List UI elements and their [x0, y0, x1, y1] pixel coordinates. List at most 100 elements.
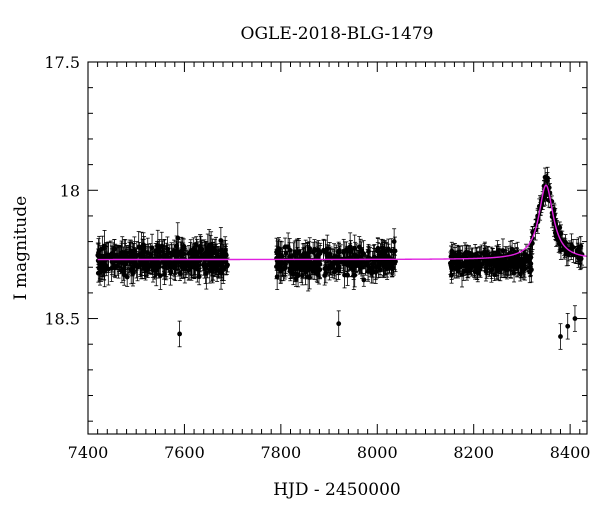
data-point: [305, 274, 311, 280]
data-point: [301, 262, 307, 268]
data-point: [477, 265, 483, 271]
data-point: [475, 260, 481, 266]
ticks-layer: [87, 61, 587, 434]
data-point: [515, 263, 521, 269]
data-point: [391, 239, 397, 244]
data-point: [168, 269, 174, 275]
x-tick-label: 7800: [260, 443, 301, 462]
data-point: [297, 259, 303, 265]
data-point: [361, 251, 367, 257]
data-point: [121, 268, 126, 274]
data-point: [347, 261, 353, 267]
data-point: [341, 249, 347, 255]
data-point: [353, 263, 358, 268]
data-point: [494, 249, 500, 255]
data-point: [282, 244, 288, 250]
data-point: [482, 250, 488, 256]
data-point: [218, 238, 224, 243]
data-point: [307, 266, 313, 272]
data-point: [384, 266, 390, 272]
data-point: [141, 247, 147, 253]
data-point: [207, 267, 213, 273]
data-point: [345, 272, 351, 278]
data-point: [112, 265, 118, 270]
data-point: [366, 249, 371, 254]
data-point: [197, 243, 203, 249]
data-point: [169, 251, 175, 256]
data-point: [545, 178, 550, 184]
data-point: [153, 268, 159, 273]
data-point: [558, 231, 564, 237]
data-point: [287, 266, 293, 271]
data-point: [509, 246, 515, 252]
data-point: [162, 271, 167, 277]
data-point: [164, 252, 170, 257]
data-point: [131, 254, 136, 260]
data-point: [157, 273, 163, 279]
data-point: [324, 246, 330, 252]
x-axis-label: HJD - 2450000: [273, 480, 401, 500]
data-point: [494, 268, 500, 274]
data-point: [462, 259, 468, 265]
data-point: [502, 266, 508, 272]
data-point: [361, 277, 367, 283]
data-point: [177, 270, 183, 276]
data-point: [502, 262, 508, 268]
y-axis-label: I magnitude: [11, 196, 31, 300]
data-point: [180, 251, 186, 257]
data-point: [193, 242, 199, 248]
data-point: [223, 247, 228, 253]
data-point: [181, 243, 187, 249]
data-point: [122, 261, 128, 267]
data-point: [388, 248, 394, 254]
y-tick-label: 18: [60, 181, 80, 200]
data-point: [192, 254, 197, 260]
data-point: [558, 247, 564, 253]
data-point: [165, 256, 170, 262]
data-point: [203, 254, 209, 260]
data-point: [121, 272, 127, 278]
data-point: [186, 267, 192, 273]
data-point: [172, 260, 178, 266]
points-layer: [95, 174, 585, 339]
data-point: [302, 253, 307, 259]
x-tick-label: 8400: [550, 443, 591, 462]
data-point: [483, 268, 489, 274]
data-point: [214, 267, 220, 272]
data-point: [455, 268, 461, 274]
data-point: [370, 261, 375, 267]
y-tick-label: 17.5: [44, 53, 80, 72]
data-point: [347, 244, 353, 250]
data-point: [517, 271, 523, 277]
data-point: [175, 235, 181, 241]
data-point: [460, 254, 466, 259]
data-point: [333, 267, 339, 273]
data-point: [308, 259, 314, 265]
data-point: [174, 243, 180, 249]
data-point: [218, 270, 224, 276]
data-point: [146, 263, 152, 269]
data-point: [122, 252, 128, 257]
data-point: [102, 268, 108, 274]
data-point: [542, 174, 548, 180]
data-point: [201, 262, 206, 268]
data-point: [132, 261, 138, 267]
data-point: [351, 273, 357, 278]
data-point: [336, 321, 342, 327]
data-point: [283, 250, 289, 256]
chart-title: OGLE-2018-BLG-1479: [241, 24, 434, 44]
data-point: [527, 255, 533, 261]
data-point: [313, 266, 319, 271]
data-point: [449, 260, 454, 266]
tick-labels-layer: 7400 7600 7800 8000 8200 8400 17.5 18 18.5: [44, 53, 590, 462]
data-point: [508, 263, 514, 269]
data-point: [463, 249, 469, 255]
data-point: [212, 248, 218, 253]
data-point: [141, 242, 146, 248]
data-point: [572, 316, 578, 321]
data-point: [289, 259, 295, 265]
data-point: [191, 264, 197, 270]
data-point: [195, 250, 201, 255]
data-point: [575, 248, 581, 254]
